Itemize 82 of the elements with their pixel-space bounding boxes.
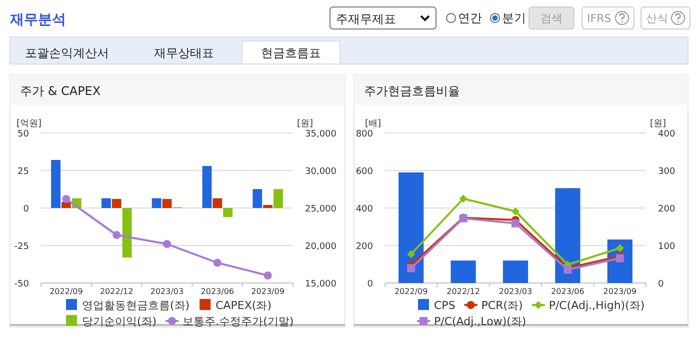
point — [264, 272, 272, 280]
x-tick-label: 2022/12 — [446, 287, 480, 296]
legend-label: CPS — [434, 299, 456, 312]
legend-label: CAPEX(좌) — [216, 299, 272, 312]
point — [512, 219, 520, 228]
text: IFRS — [587, 12, 612, 25]
point — [616, 244, 624, 252]
chart-title: 주가 & CAPEX — [20, 84, 101, 98]
x-tick-label: 2023/03 — [150, 287, 184, 296]
bar — [202, 166, 212, 208]
legend-label: 영업활동현금흐름(좌) — [82, 299, 190, 312]
point — [459, 194, 468, 203]
point — [112, 231, 121, 239]
bar — [398, 172, 424, 283]
point — [213, 258, 222, 267]
text: 포괄손익계산서 — [25, 46, 109, 60]
y-tick-label: 0 — [367, 280, 374, 290]
bar — [555, 188, 580, 283]
legend-label: PCR(좌) — [481, 299, 523, 312]
y-tick-label: -50 — [14, 280, 30, 290]
text: 연간 — [458, 11, 482, 25]
bar — [502, 260, 528, 283]
y-tick-label: 600 — [356, 167, 374, 177]
x-tick-label: 2023/06 — [551, 287, 584, 296]
y2-tick-label: 100 — [658, 242, 676, 252]
x-tick-label: 2022/12 — [100, 287, 134, 296]
y2-tick-label: 20,000 — [305, 242, 337, 252]
x-tick-label: 2023/06 — [200, 287, 234, 296]
y-axis-title: [배] — [364, 119, 382, 129]
y-axis-title: [억원] — [16, 119, 42, 129]
legend-label: 당기순이익(좌) — [82, 315, 157, 328]
point — [163, 240, 171, 248]
bar — [122, 208, 132, 258]
legend-label: 보통주.수정주가(기말) — [182, 315, 294, 328]
y2-tick-label: 200 — [658, 204, 676, 214]
x-tick-label: 2023/09 — [603, 287, 637, 296]
y-tick-label: 0 — [23, 204, 30, 214]
y2-tick-label: 35,000 — [305, 130, 337, 140]
y2-axis-title: [원] — [296, 119, 314, 129]
y2-tick-label: 25,000 — [305, 204, 337, 214]
bar — [252, 189, 262, 208]
y-tick-label: 400 — [356, 204, 374, 214]
point — [62, 195, 70, 203]
text: 분기 — [502, 11, 526, 25]
text: 주재무제표 — [336, 12, 396, 26]
x-tick-label: 2022/09 — [50, 287, 83, 296]
point — [512, 207, 520, 216]
bar — [162, 199, 172, 208]
x-tick-label: 2023/03 — [498, 287, 532, 296]
bar — [112, 199, 122, 208]
y-tick-label: -25 — [14, 242, 29, 252]
bar — [61, 202, 71, 208]
x-tick-label: 2023/09 — [251, 287, 284, 296]
bar — [152, 198, 162, 208]
y2-axis-title: [원] — [650, 119, 666, 129]
legend-label: P/C(Adj.,Low)(좌) — [434, 315, 526, 328]
y2-tick-label: 15,000 — [305, 280, 337, 290]
y-tick-label: 800 — [356, 130, 374, 140]
bar — [101, 198, 111, 208]
bar — [223, 208, 233, 217]
text: 검색 — [540, 12, 562, 25]
text: 재무상태표 — [154, 46, 214, 60]
bar — [274, 189, 283, 208]
y2-tick-label: 30,000 — [305, 167, 337, 177]
y-tick-label: 200 — [356, 242, 374, 252]
y2-tick-label: 400 — [658, 130, 676, 140]
text: 현금흐름표 — [261, 46, 321, 60]
bar — [263, 205, 273, 208]
bar — [212, 198, 222, 208]
y2-tick-label: 300 — [658, 167, 676, 177]
point — [407, 250, 416, 258]
text: 산식 — [646, 12, 668, 25]
x-tick-label: 2022/09 — [394, 287, 428, 296]
bar — [51, 160, 60, 208]
y2-tick-label: 0 — [658, 280, 664, 290]
legend-label: P/C(Adj.,High)(좌) — [548, 299, 645, 312]
text: 재무분석 — [9, 12, 66, 28]
point — [407, 264, 416, 272]
y-tick-label: 25 — [18, 167, 29, 177]
chart-title: 주가현금흐름비율 — [364, 84, 460, 98]
y-tick-label: 50 — [18, 130, 30, 140]
bar — [450, 260, 476, 283]
